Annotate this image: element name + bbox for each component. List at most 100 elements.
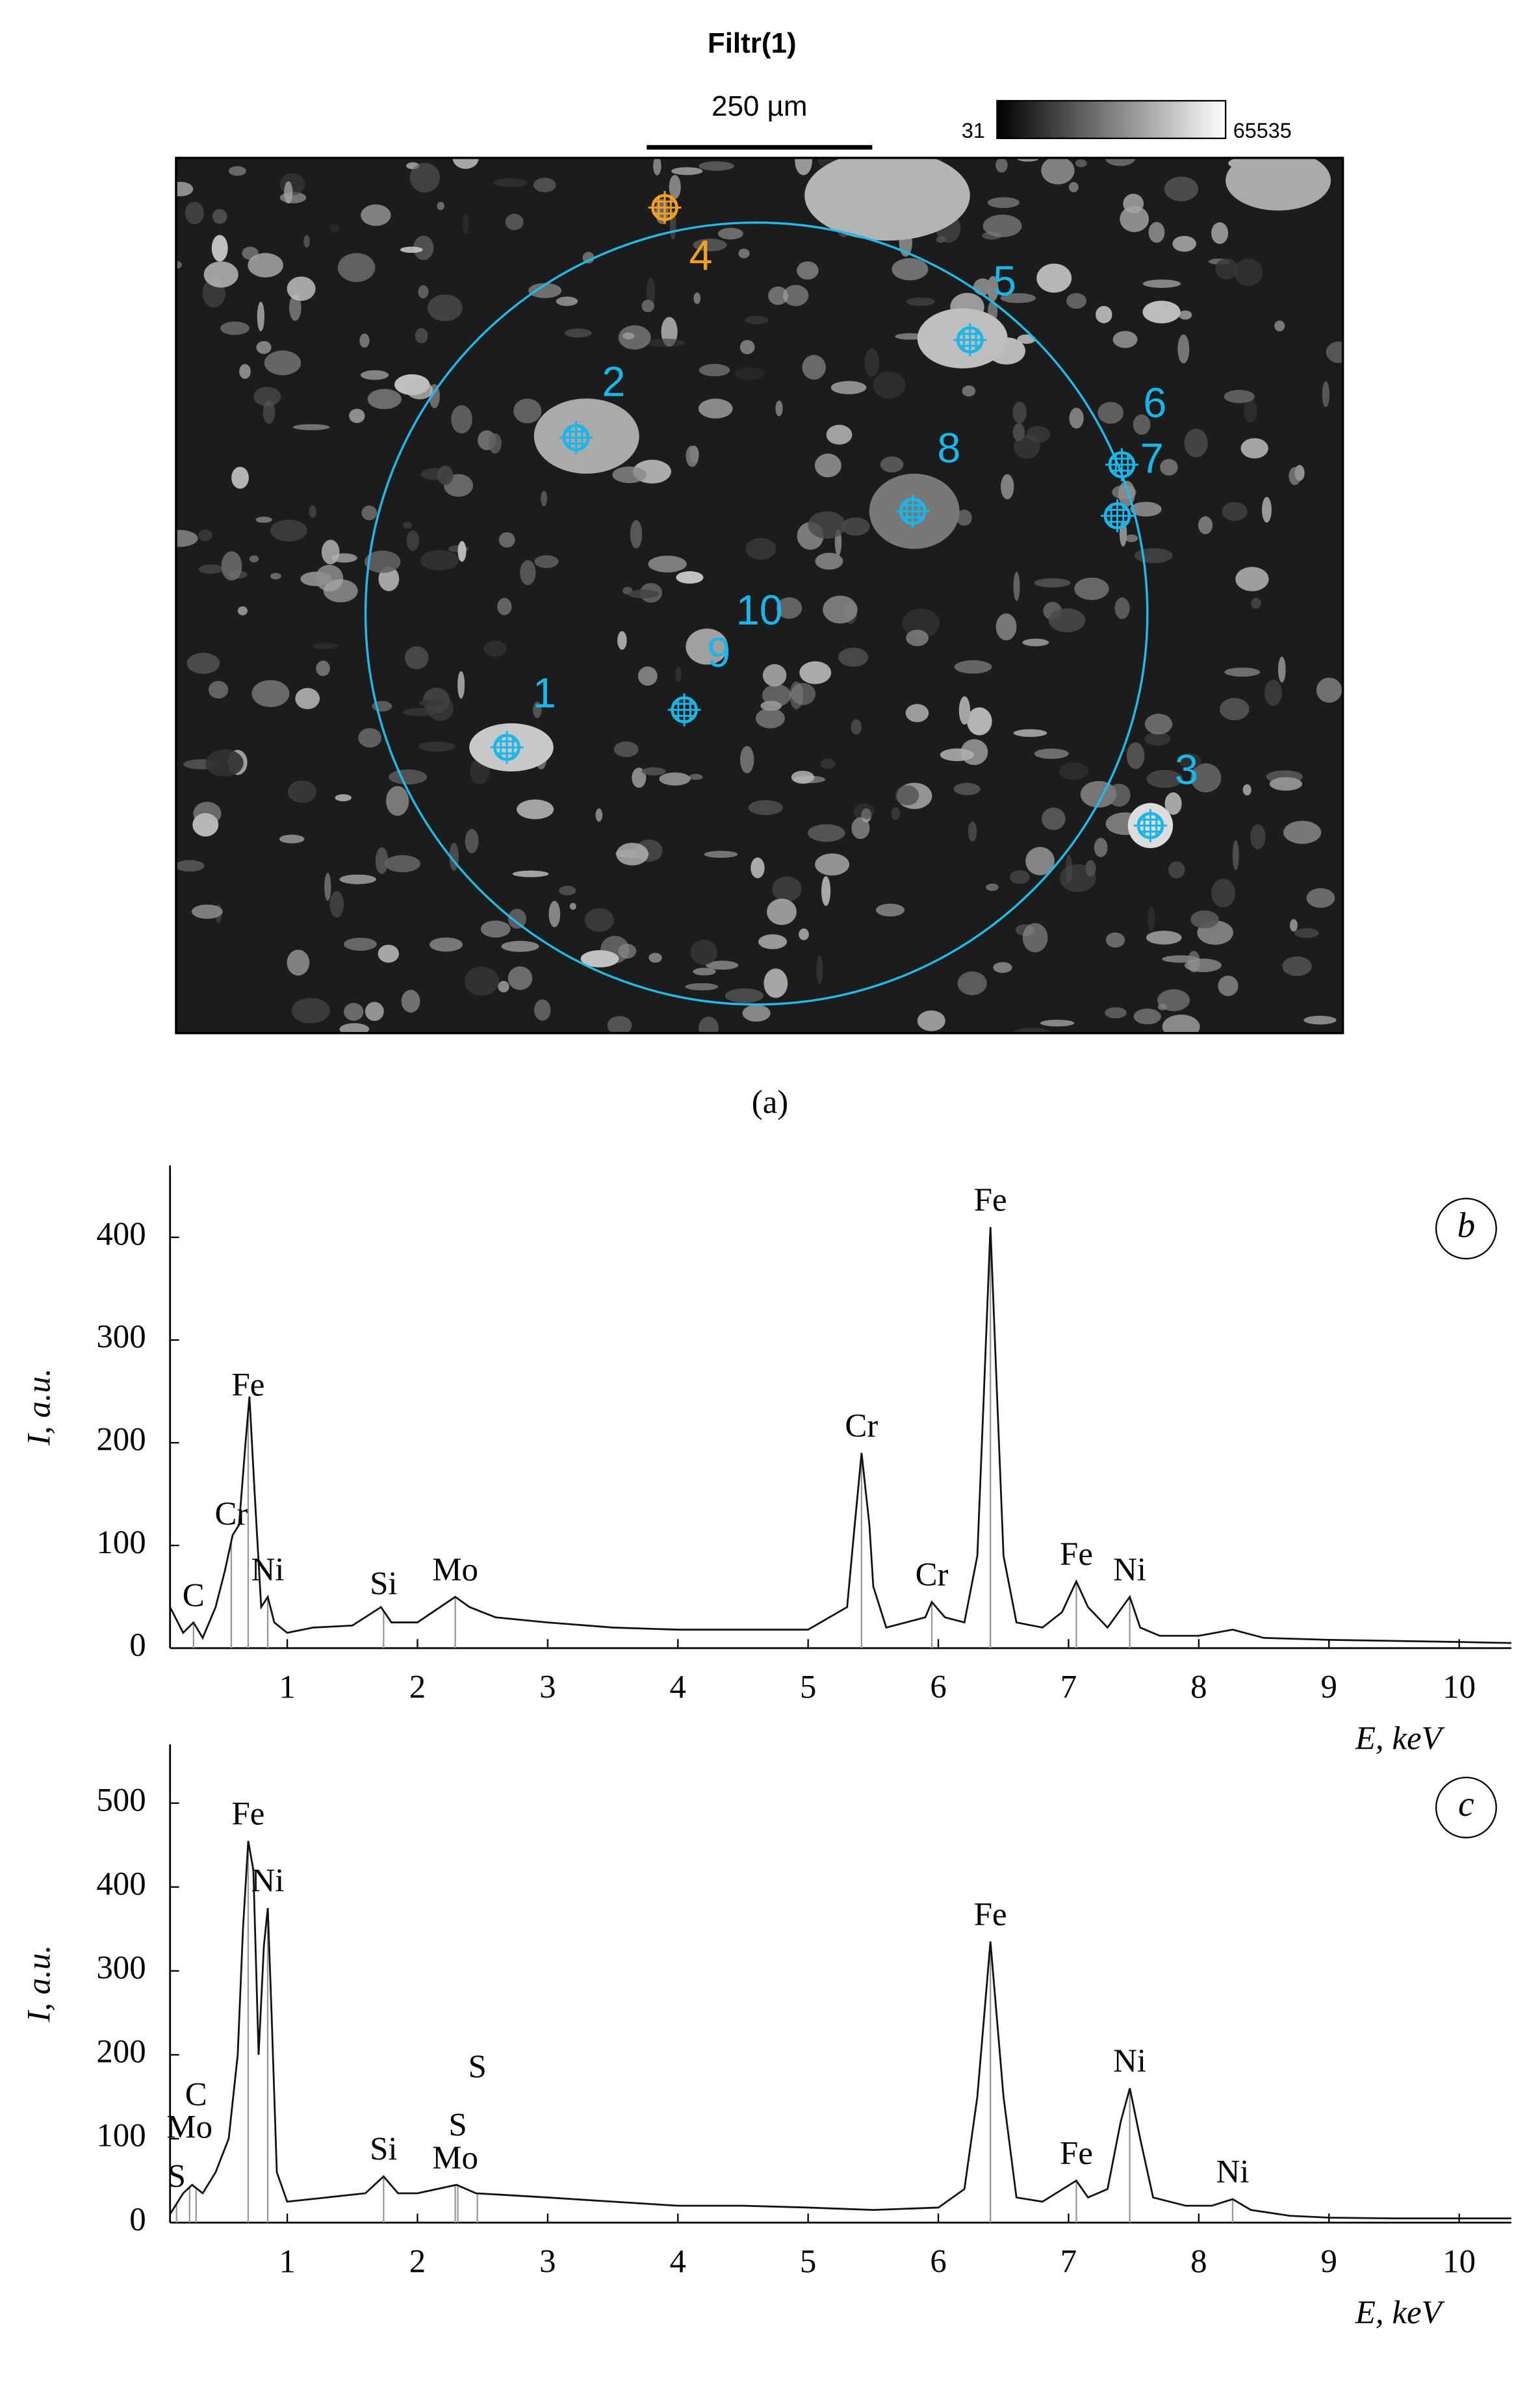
particle [427,294,463,322]
particle [457,541,467,562]
particle [690,940,718,965]
spectrum-line [169,1840,1511,2219]
particle [256,341,272,354]
particle [329,224,340,233]
particle [284,181,293,204]
particle [1282,956,1312,976]
particle [851,719,862,735]
particle [755,708,785,728]
particle [1133,414,1151,435]
particle [497,598,512,615]
particle [671,167,703,175]
particle [358,728,382,748]
particle [1232,840,1239,871]
particle [1235,567,1269,591]
particle [906,297,936,306]
particle [287,780,316,803]
peak-label: Ni [251,1552,285,1588]
particle [1107,783,1131,807]
particle [936,236,946,243]
particle [895,785,919,806]
particle [762,664,787,687]
image-frame [175,157,1344,1035]
particle [1126,742,1145,769]
particle [595,808,603,822]
particle [745,537,776,560]
particle [738,248,750,259]
particle [401,990,420,1013]
particle [360,370,389,380]
particle [1322,381,1330,407]
particle [987,197,1020,209]
particle [349,408,365,423]
peak-label: S [468,2049,486,2085]
particle [1105,157,1136,166]
particle [309,505,316,518]
particle [1000,293,1036,303]
particle [300,571,332,587]
particle [1160,459,1178,476]
particle [1022,638,1049,647]
particle [802,355,826,380]
particle [986,883,999,891]
particle [569,903,576,910]
particle [689,445,699,463]
particle [375,847,389,874]
scale-bar-label: 250 µm [712,90,807,122]
particle [748,800,783,816]
colorbar-max: 65535 [1233,119,1292,142]
particle [1283,821,1322,844]
particle [823,595,858,624]
particle [512,870,549,877]
x-tick-label: 5 [800,1670,816,1706]
particle [1034,578,1071,588]
x-tick-label: 3 [539,1670,556,1706]
particle [541,491,548,507]
particle [1222,502,1248,521]
particle [580,950,619,968]
particle [987,276,999,302]
particle [257,302,264,331]
x-tick-label: 7 [1060,1670,1077,1706]
particle [293,424,330,430]
peak-label: C [183,1577,205,1614]
particle [212,209,227,224]
peak-label: Mo [432,1552,478,1588]
particle [384,855,421,873]
particle [1025,847,1055,875]
peak-label: Si [370,2132,397,2168]
particle [1190,910,1219,929]
particle [616,842,648,866]
particle [1224,667,1261,677]
panel-badge [1435,1776,1497,1838]
particle [1148,222,1165,243]
particle [685,983,719,990]
peak-label: Ni [1113,1552,1146,1588]
particle [228,166,246,176]
particle [617,631,627,650]
particle [513,398,542,424]
particle [830,381,867,394]
particle [851,817,870,840]
particle [637,666,658,686]
point-marker-cross [1101,499,1134,533]
particle [295,688,320,710]
particle [808,824,845,842]
point-label: 7 [1140,435,1164,482]
particle [1142,279,1181,289]
particle [776,597,802,619]
particle [1179,753,1201,769]
particle [279,834,305,844]
particle [584,908,614,932]
particle [186,652,220,675]
particle [1130,502,1162,517]
particle [906,630,929,647]
point-label: 8 [937,424,960,471]
particle [1269,777,1303,791]
particle [175,261,182,269]
particle [389,769,428,785]
particle [1096,305,1112,324]
particle [954,660,992,674]
particle [1157,1003,1167,1011]
particle [1168,861,1185,879]
